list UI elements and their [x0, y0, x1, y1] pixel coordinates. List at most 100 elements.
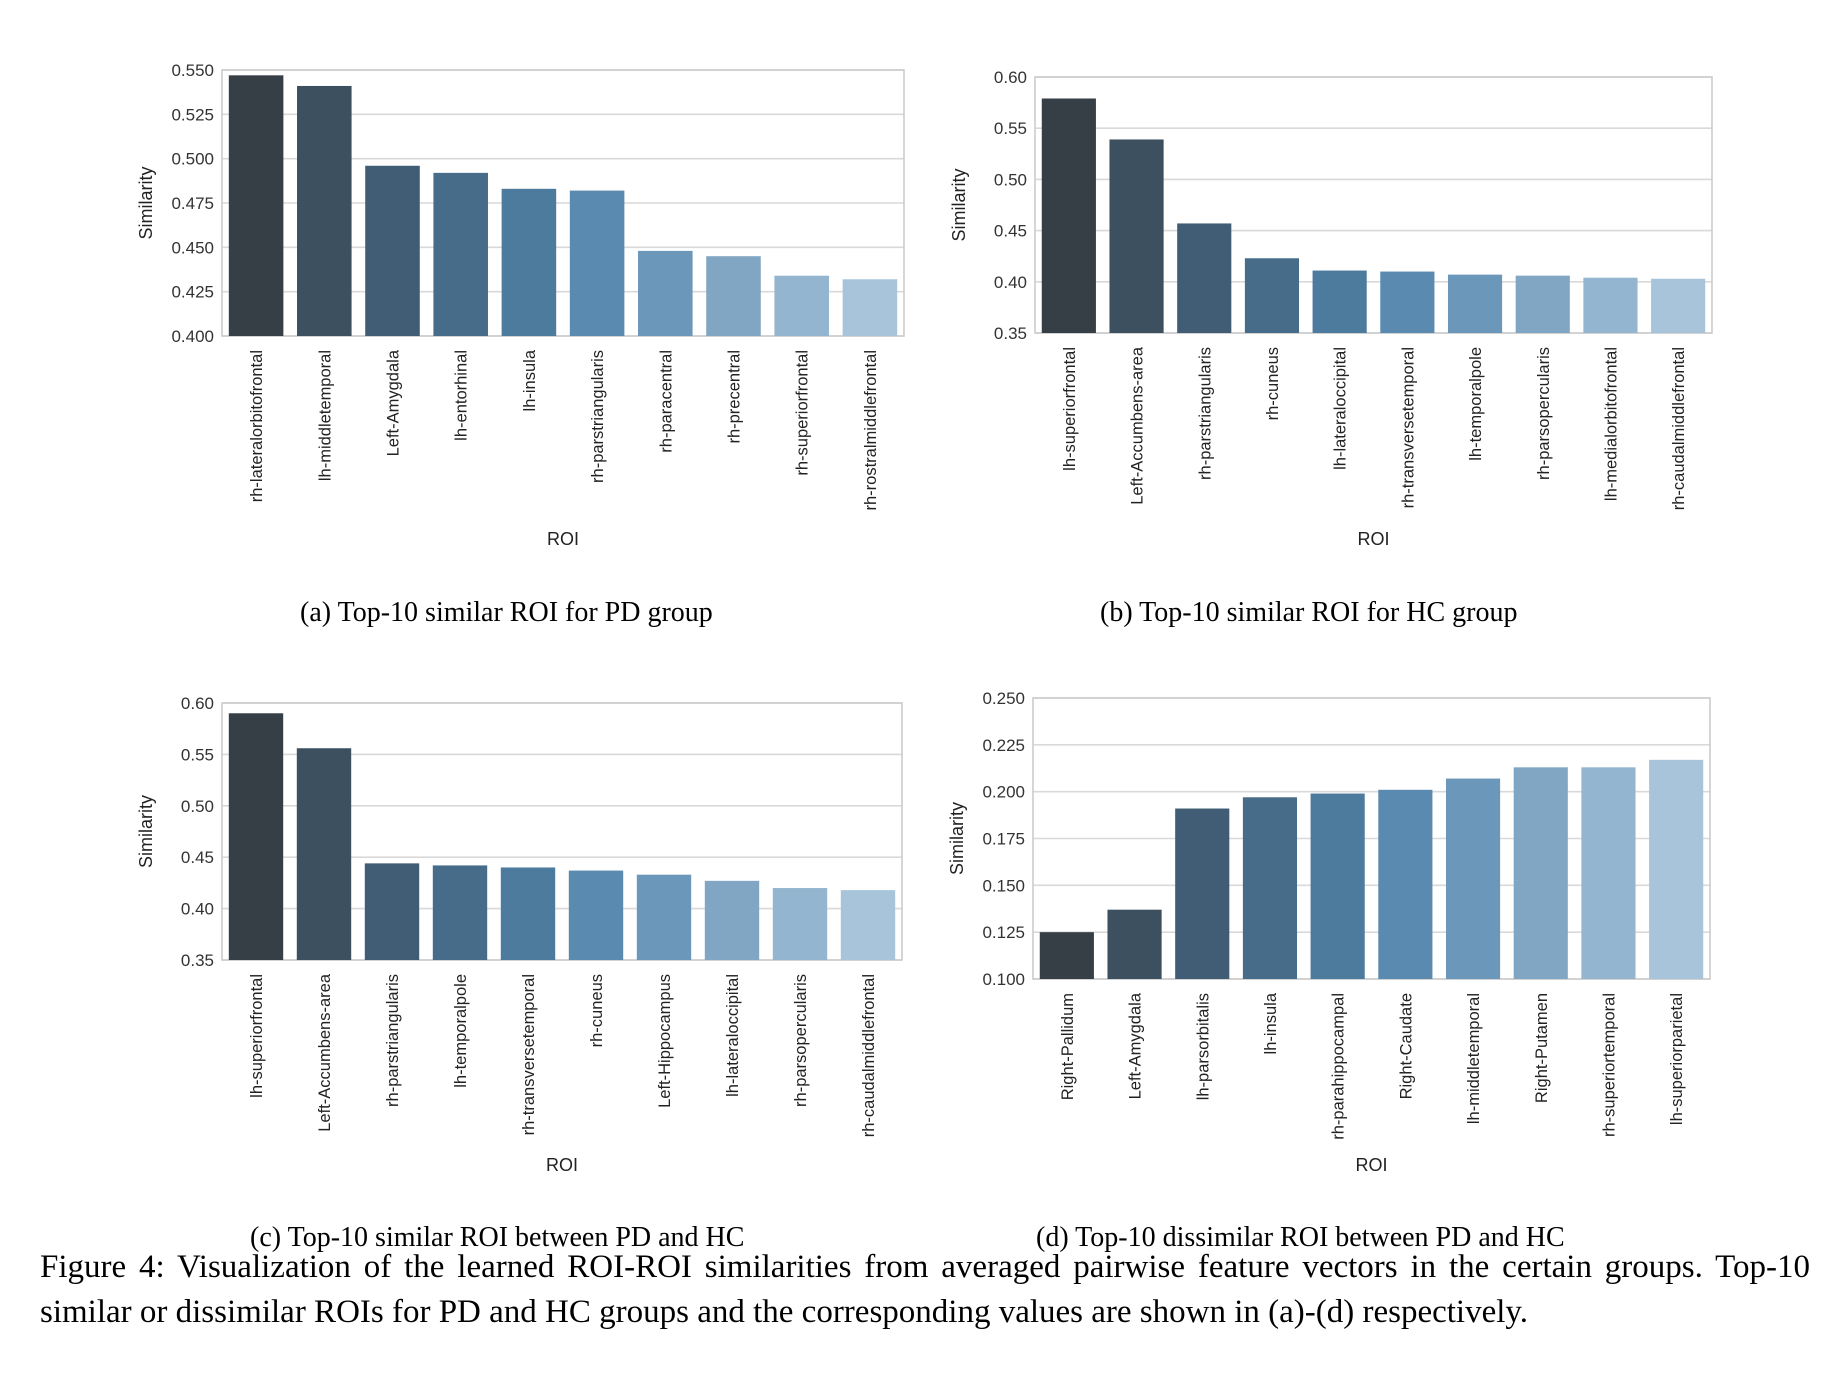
y-tick-label: 0.55 [994, 119, 1027, 138]
y-tick-label: 0.60 [181, 694, 214, 713]
y-axis-label: Similarity [136, 795, 156, 868]
bar [1513, 767, 1568, 979]
x-tick-label: rh-parstriangularis [589, 350, 607, 483]
bar [842, 279, 898, 336]
bar [638, 250, 693, 336]
caption-d: (d) Top-10 dissimilar ROI between PD and… [1036, 1222, 1565, 1253]
x-tick-label: lh-superiorfrontal [1061, 347, 1079, 471]
bar [228, 713, 284, 960]
x-tick-label: rh-parsopercularis [792, 974, 810, 1107]
x-tick-label: rh-rostralmiddlefrontal [862, 350, 880, 510]
bar [364, 863, 420, 960]
caption-b: (b) Top-10 similar ROI for HC group [1100, 597, 1518, 628]
bar [706, 256, 761, 336]
bar [1175, 808, 1230, 979]
y-tick-label: 0.40 [994, 273, 1027, 292]
x-tick-label: lh-entorhinal [453, 350, 471, 441]
y-tick-label: 0.40 [181, 900, 214, 919]
x-tick-label: rh-lateralorbitofrontal [248, 350, 266, 502]
y-tick-label: 0.225 [982, 736, 1025, 755]
x-tick-label: rh-cuneus [1264, 347, 1282, 420]
x-tick-label: rh-cuneus [588, 974, 606, 1047]
y-tick-label: 0.200 [982, 783, 1025, 802]
chart-panel-3: 0.100 0.125 0.150 0.175 0.200 0.225 0.250 Right… [947, 689, 1711, 1175]
x-tick-label: lh-superiorfrontal [248, 974, 266, 1098]
y-tick-label: 0.45 [181, 848, 214, 867]
x-tick-label: rh-paracentral [657, 350, 675, 453]
x-tick-label: rh-superiorfrontal [794, 350, 812, 476]
x-tick-label: lh-insula [521, 349, 539, 411]
x-tick-label: rh-parsopercularis [1535, 347, 1553, 480]
bar [1583, 277, 1638, 333]
bar [1310, 793, 1365, 979]
chart-panel-0: 0.400 0.425 0.450 0.475 0.500 0.525 0.550 rh-la… [136, 61, 905, 549]
x-axis-label: ROI [547, 529, 579, 549]
x-tick-label: Left-Accumbens-area [316, 973, 334, 1132]
bar [1177, 223, 1232, 333]
bar [568, 870, 624, 960]
x-tick-label: lh-middletemporal [316, 350, 334, 481]
x-tick-label: lh-temporalpole [452, 974, 470, 1088]
x-tick-label: lh-insula [1262, 992, 1280, 1054]
bar [636, 874, 692, 960]
bar [569, 190, 625, 336]
x-tick-label: rh-parstriangularis [1196, 347, 1214, 480]
y-tick-label: 0.60 [994, 68, 1027, 87]
x-tick-label: rh-caudalmiddlefrontal [1670, 347, 1688, 510]
bar [704, 880, 760, 960]
bar [1380, 271, 1435, 333]
x-tick-label: lh-superiorparietal [1668, 993, 1686, 1125]
y-axis-label: Similarity [947, 802, 967, 875]
x-tick-label: Right-Putamen [1533, 993, 1551, 1103]
x-tick-label: rh-transversetemporal [520, 974, 538, 1135]
bar [365, 165, 420, 336]
y-tick-label: 0.450 [171, 238, 214, 257]
y-tick-label: 0.35 [181, 951, 214, 970]
bar [774, 275, 829, 336]
x-tick-label: lh-middletemporal [1465, 993, 1483, 1124]
x-tick-label: Left-Amygdala [385, 349, 403, 456]
bar [1581, 767, 1636, 979]
caption-a: (a) Top-10 similar ROI for PD group [300, 597, 713, 628]
x-tick-label: lh-temporalpole [1467, 347, 1485, 461]
y-tick-label: 0.50 [181, 797, 214, 816]
bar [296, 748, 352, 960]
x-tick-label: rh-superiortemporal [1600, 993, 1618, 1137]
bar [228, 75, 284, 336]
bar [501, 188, 557, 336]
x-tick-label: lh-parsorbitalis [1194, 993, 1212, 1100]
y-tick-label: 0.35 [994, 324, 1027, 343]
y-tick-label: 0.250 [982, 689, 1025, 708]
y-tick-label: 0.425 [171, 283, 214, 302]
chart-panel-1: 0.35 0.40 0.45 0.50 0.55 0.60 lh-superiorfront… [949, 68, 1713, 549]
x-tick-label: Left-Accumbens-area [1129, 346, 1147, 505]
y-tick-label: 0.475 [171, 194, 214, 213]
y-tick-label: 0.55 [181, 745, 214, 764]
x-tick-label: Left-Hippocampus [656, 974, 674, 1108]
plot-frame [221, 702, 903, 961]
figure-caption: Figure 4: Visualization of the learned R… [40, 1249, 1810, 1330]
y-tick-label: 0.175 [982, 830, 1025, 849]
bar [1244, 258, 1300, 333]
x-tick-label: rh-parahippocampal [1330, 993, 1348, 1140]
x-tick-label: lh-medialorbitofrontal [1602, 347, 1620, 501]
x-tick-label: rh-caudalmiddlefrontal [860, 974, 878, 1137]
y-tick-label: 0.100 [982, 970, 1025, 989]
x-tick-label: lh-lateraloccipital [724, 974, 742, 1097]
x-tick-label: rh-precentral [726, 350, 744, 444]
bar [1039, 932, 1094, 979]
bar [1109, 139, 1164, 333]
chart-panel-2: 0.35 0.40 0.45 0.50 0.55 0.60 lh-superiorfront… [136, 694, 903, 1175]
y-tick-label: 0.400 [171, 327, 214, 346]
bar [1651, 278, 1706, 333]
y-tick-label: 0.50 [994, 170, 1027, 189]
plot-frame [221, 69, 905, 337]
bar [1649, 759, 1704, 979]
y-tick-label: 0.500 [171, 150, 214, 169]
y-tick-label: 0.45 [994, 222, 1027, 241]
y-tick-label: 0.525 [171, 105, 214, 124]
bar [432, 865, 488, 960]
bar [1242, 797, 1298, 979]
bar [1041, 98, 1096, 333]
